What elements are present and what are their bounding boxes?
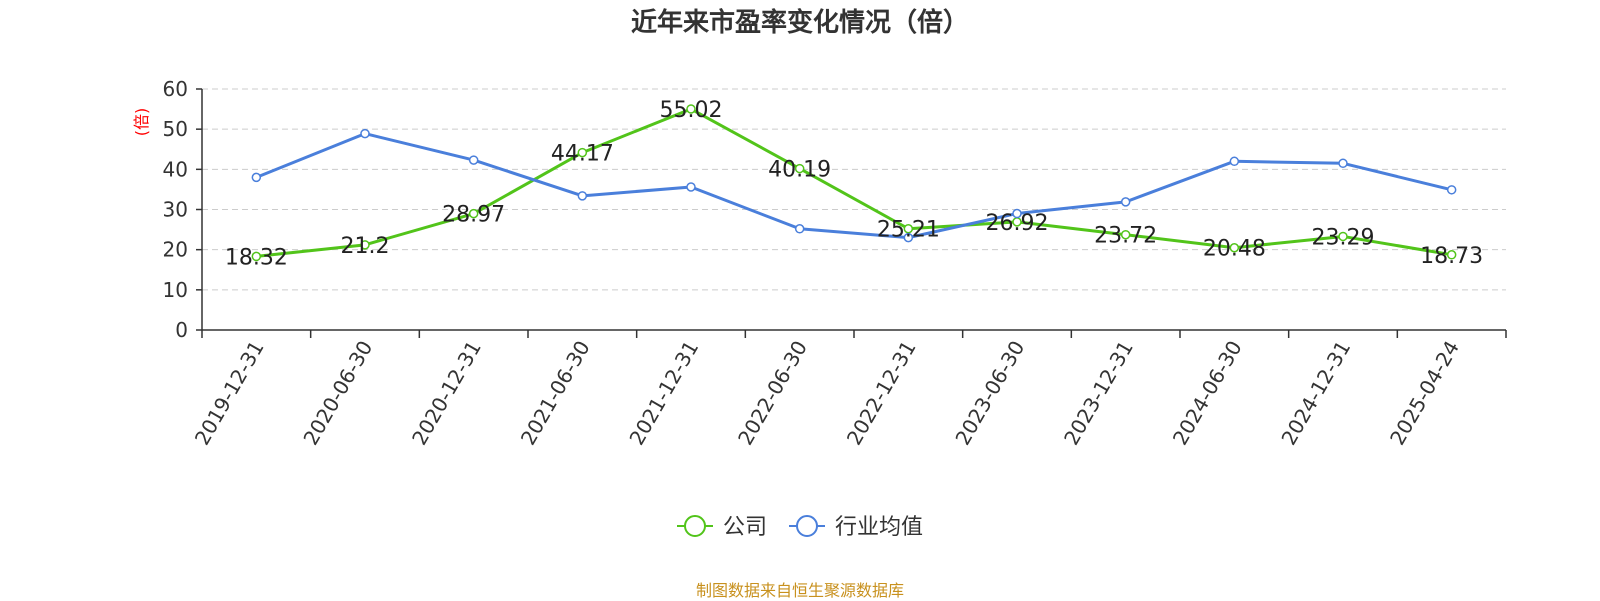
y-tick-label: 20: [163, 238, 188, 262]
data-label: 25.21: [877, 218, 940, 243]
data-label: 18.73: [1420, 244, 1483, 269]
x-tick-label: 2023-12-31: [1059, 337, 1138, 450]
data-point[interactable]: [686, 182, 696, 192]
data-point[interactable]: [903, 223, 914, 234]
series-line-1: [254, 107, 1454, 258]
series-lines: [251, 104, 1457, 262]
data-point[interactable]: [468, 155, 479, 165]
data-label: 26.92: [986, 211, 1049, 236]
x-tick-label: 2021-06-30: [516, 337, 595, 450]
data-label: 40.19: [768, 158, 831, 183]
data-point[interactable]: [794, 224, 805, 234]
x-tick-label: 2020-06-30: [298, 337, 377, 450]
data-point[interactable]: [1012, 208, 1022, 219]
data-point[interactable]: [686, 104, 696, 114]
x-tick-label: 2022-12-31: [842, 337, 921, 450]
data-label: 20.48: [1203, 237, 1266, 262]
x-tick-label: 2019-12-31: [190, 337, 269, 450]
data-point[interactable]: [1446, 185, 1457, 195]
x-tick-label: 2024-06-30: [1168, 337, 1247, 450]
source-note: 制图数据来自恒生聚源数据库: [695, 581, 904, 600]
data-point[interactable]: [1120, 229, 1131, 240]
y-tick-label: 10: [163, 278, 188, 302]
data-point[interactable]: [251, 172, 262, 183]
legend-marker: [796, 515, 818, 537]
data-point[interactable]: [1229, 156, 1240, 167]
x-tick-label: 2024-12-31: [1276, 337, 1355, 450]
legend[interactable]: 公司 行业均值: [677, 515, 923, 540]
x-tick-label: 2021-12-31: [624, 337, 703, 450]
data-point[interactable]: [1229, 242, 1240, 253]
legend-label: 行业均值: [835, 515, 923, 540]
data-label: 18.32: [225, 245, 288, 270]
data-point[interactable]: [1120, 197, 1131, 207]
y-tick-label: 0: [175, 318, 188, 342]
series-line-2: [254, 132, 1454, 240]
data-label: 28.97: [442, 203, 505, 228]
y-tick-label: 40: [163, 157, 188, 181]
data-label: 55.02: [660, 98, 723, 123]
data-point[interactable]: [468, 208, 479, 219]
y-axis-title: (倍): [132, 108, 151, 137]
data-point[interactable]: [903, 232, 914, 243]
data-label: 23.29: [1312, 225, 1375, 250]
y-tick-label: 60: [163, 77, 188, 101]
x-tick-label: 2020-12-31: [407, 337, 486, 450]
data-label: 21.2: [341, 234, 390, 259]
data-point[interactable]: [577, 147, 588, 158]
x-tick-label: 2022-06-30: [733, 337, 812, 450]
legend-item-2[interactable]: 行业均值: [789, 515, 923, 540]
legend-marker: [684, 515, 706, 537]
x-tick-label: 2025-04-24: [1385, 337, 1464, 450]
y-tick-label: 30: [163, 198, 188, 222]
legend-item-1[interactable]: 公司: [677, 515, 767, 540]
data-labels: 18.32 21.2 28.97 44.17 55.02 40.19 25.21 26.92 2…: [225, 98, 1483, 270]
data-point[interactable]: [577, 191, 588, 201]
data-label: 44.17: [551, 142, 614, 167]
data-point[interactable]: [251, 251, 262, 262]
gridlines: [202, 88, 1506, 291]
data-point[interactable]: [1338, 158, 1348, 169]
axes: 0 10 20 30 40 50 60 (倍) 2019-12-31 2020-06-30 2020…: [132, 77, 1507, 450]
data-point[interactable]: [1446, 250, 1457, 260]
x-tick-label: 2023-06-30: [950, 337, 1029, 450]
data-point[interactable]: [1338, 231, 1348, 242]
legend-label: 公司: [723, 515, 767, 540]
data-point[interactable]: [794, 163, 805, 174]
data-label: 23.72: [1094, 224, 1157, 249]
chart-title: 近年来市盈率变化情况（倍）: [630, 8, 969, 38]
data-point[interactable]: [360, 240, 370, 250]
data-point[interactable]: [360, 128, 370, 139]
y-tick-label: 50: [163, 117, 188, 141]
